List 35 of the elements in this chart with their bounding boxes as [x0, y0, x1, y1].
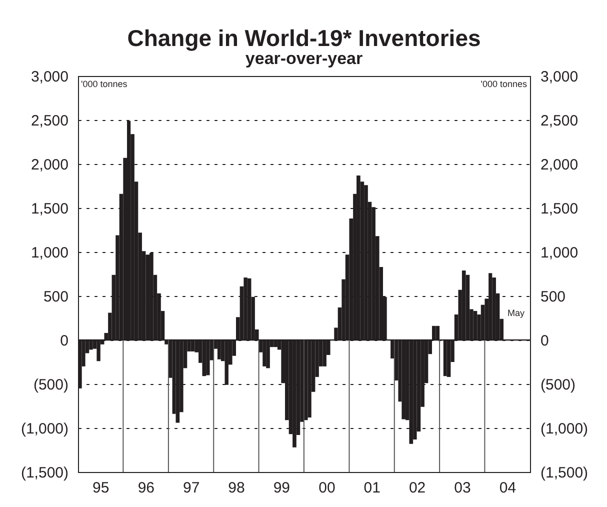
y2-tick-label: 2,500	[540, 112, 578, 130]
y2-tick-label: (1,500)	[540, 464, 588, 482]
x-tick-label: 99	[273, 480, 290, 496]
x-tick-label: 96	[138, 480, 155, 496]
y2-tick-label: 3,000	[540, 68, 578, 86]
y-tick-label: (1,000)	[20, 420, 68, 438]
x-tick-label: 98	[228, 480, 245, 496]
y2-tick-label: (1,000)	[540, 420, 588, 438]
y-tick-label: 0	[60, 332, 68, 350]
x-tick-label: 01	[364, 480, 380, 496]
y-tick-label: (1,500)	[20, 464, 68, 482]
y2-tick-label: 1,500	[540, 200, 578, 218]
y2-tick-label: 0	[540, 332, 549, 350]
x-tick-label: 04	[499, 480, 516, 496]
x-tick-label: 97	[183, 480, 200, 496]
y2-tick-label: 500	[540, 288, 566, 306]
y2-tick-label: (500)	[540, 376, 576, 394]
chart-title: Change in World-19* Inventories	[127, 25, 481, 51]
y-tick-label: 500	[43, 288, 68, 306]
x-tick-label: 00	[318, 480, 336, 496]
y-tick-label: 3,000	[30, 68, 68, 86]
y2-tick-label: 2,000	[540, 156, 578, 174]
x-tick-label: 03	[454, 480, 471, 496]
y-tick-label: 1,500	[30, 200, 68, 218]
x-tick-label: 95	[92, 480, 110, 496]
y-tick-label: 2,000	[30, 156, 68, 174]
y-tick-label: 2,500	[30, 112, 68, 130]
x-tick-label: 02	[408, 480, 426, 496]
y-tick-label: (500)	[33, 376, 68, 394]
annotation: '000 tonnes	[480, 79, 528, 89]
y-tick-label: 1,000	[30, 244, 68, 262]
annotation: May	[508, 308, 526, 318]
annotation: '000 tonnes	[81, 79, 128, 89]
y2-tick-label: 1,000	[540, 244, 578, 262]
chart-subtitle: year-over-year	[245, 49, 363, 68]
